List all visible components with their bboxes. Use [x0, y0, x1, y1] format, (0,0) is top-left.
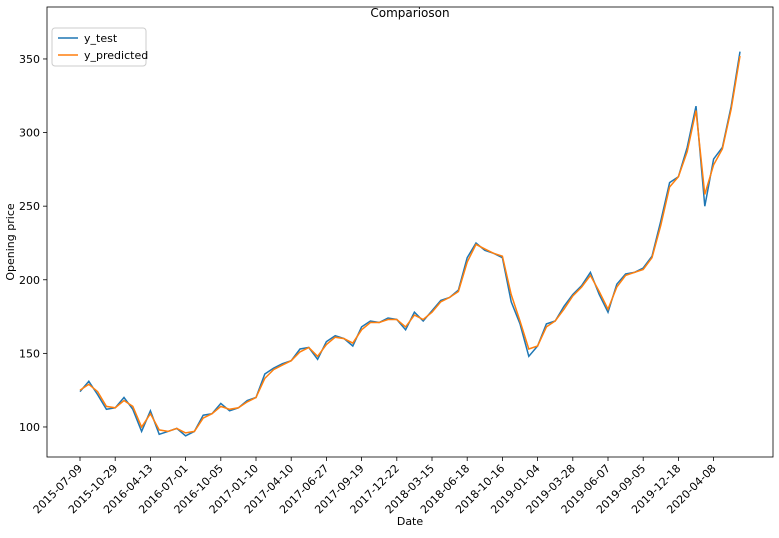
y-tick-label: 250 — [19, 200, 40, 213]
legend-label: y_test — [84, 32, 118, 45]
y-tick-label: 100 — [19, 421, 40, 434]
legend-label: y_predicted — [84, 49, 148, 62]
chart-title: Comparioson — [370, 6, 449, 20]
plot-frame — [46, 6, 774, 458]
y-axis-label: Opening price — [4, 203, 17, 280]
y-tick-label: 300 — [19, 127, 40, 140]
series-line — [79, 55, 741, 434]
y-tick-label: 200 — [19, 274, 40, 287]
y-tick-label: 150 — [19, 347, 40, 360]
y-tick-label: 350 — [19, 53, 40, 66]
x-axis-label: Date — [397, 515, 424, 528]
